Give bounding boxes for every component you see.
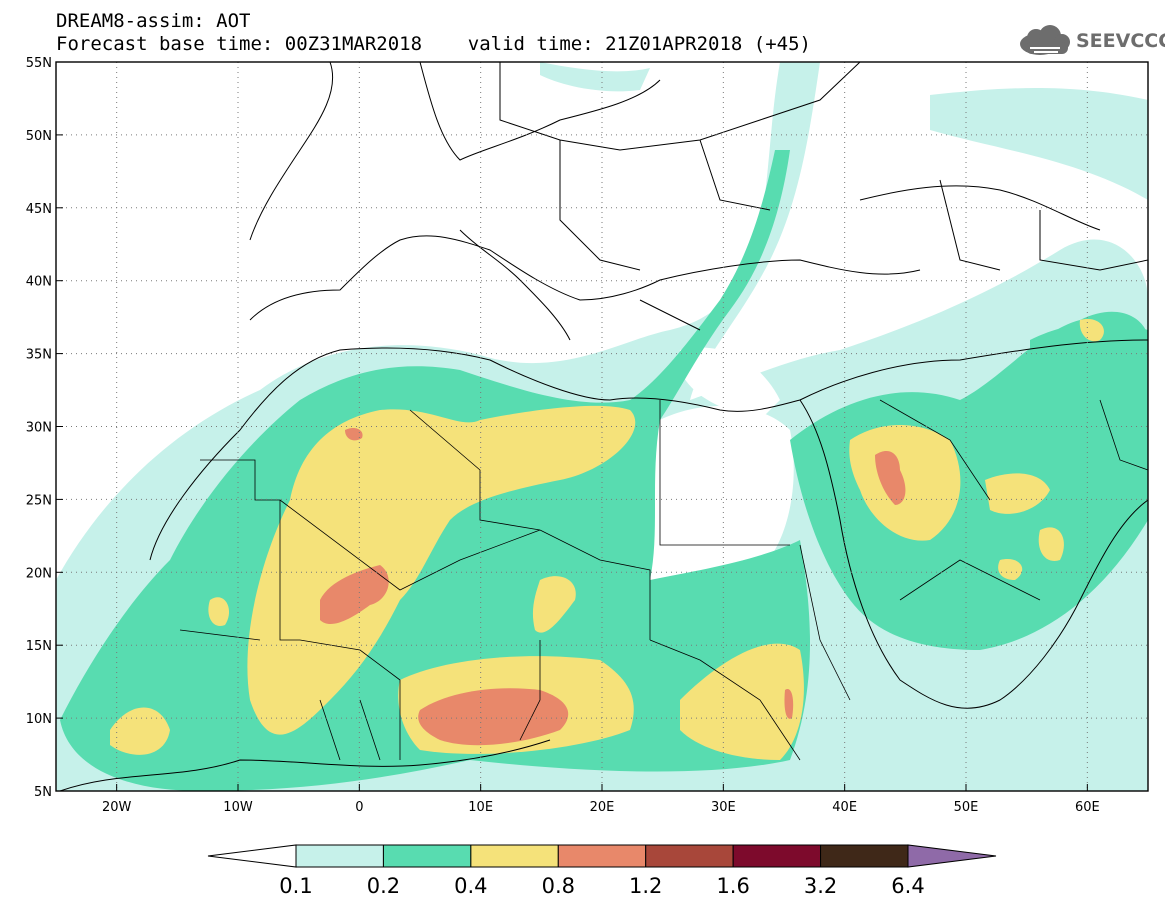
lat-tick-label: 40N [26, 275, 52, 290]
colorbar-swatch [382, 844, 472, 868]
forecast-times: Forecast base time: 00Z31MAR2018 valid t… [56, 33, 811, 55]
lon-tick-label: 10W [223, 800, 253, 815]
lat-tick-label: 50N [26, 129, 52, 144]
longitude-ticks: 20W 10W 0 10E 20E 30E 40E 50E 60E [102, 784, 1100, 815]
colorbar-over-arrow [907, 844, 997, 868]
colorbar-label: 0.4 [454, 874, 488, 898]
lat-tick-label: 30N [26, 421, 52, 436]
lon-tick-label: 10E [468, 800, 493, 815]
colorbar-swatch [470, 844, 559, 868]
colorbar-swatch [295, 844, 384, 868]
colorbar [207, 844, 997, 868]
lon-tick-label: 20W [102, 800, 132, 815]
cloud-icon [1020, 25, 1070, 55]
colorbar-label: 0.1 [279, 874, 313, 898]
colorbar-label: 1.2 [629, 874, 663, 898]
lat-tick-label: 5N [34, 785, 52, 800]
colorbar-label: 3.2 [803, 874, 838, 898]
lon-tick-label: 30E [711, 800, 736, 815]
colorbar-swatch [820, 844, 909, 868]
lat-tick-label: 15N [26, 639, 52, 654]
lon-tick-label: 50E [954, 800, 979, 815]
lat-tick-label: 35N [26, 348, 52, 363]
aot-level-0.4 [110, 319, 1104, 760]
colorbar-swatch [557, 844, 647, 868]
country-borders [179, 399, 1148, 761]
colorbar-swatch [732, 844, 822, 868]
gridlines [56, 62, 1148, 791]
lat-tick-label: 45N [26, 202, 52, 217]
lat-tick-label: 55N [26, 56, 52, 71]
lat-tick-label: 20N [26, 566, 52, 581]
map-title: DREAM8-assim: AOT [56, 10, 251, 32]
lat-tick-label: 10N [26, 712, 52, 727]
colorbar-under-arrow [207, 844, 297, 868]
lat-tick-label: 25N [26, 493, 52, 508]
colorbar-label: 0.2 [366, 874, 401, 898]
lon-tick-label: 60E [1075, 800, 1100, 815]
aot-level-0.8 [320, 427, 906, 746]
colorbar-label: 1.6 [716, 874, 750, 898]
lon-tick-label: 20E [590, 800, 615, 815]
colorbar-label: 0.8 [541, 874, 575, 898]
colorbar-label: 6.4 [891, 874, 925, 898]
lon-tick-label: 40E [832, 800, 857, 815]
colorbar-swatch [645, 844, 734, 868]
logo-text: SEEVCCC [1076, 30, 1165, 52]
coastlines [59, 62, 1148, 791]
lon-tick-label: 0 [355, 800, 363, 815]
latitude-ticks: 5N 10N 15N 20N 25N 30N 35N 40N 45N 50N 55N [26, 56, 63, 800]
